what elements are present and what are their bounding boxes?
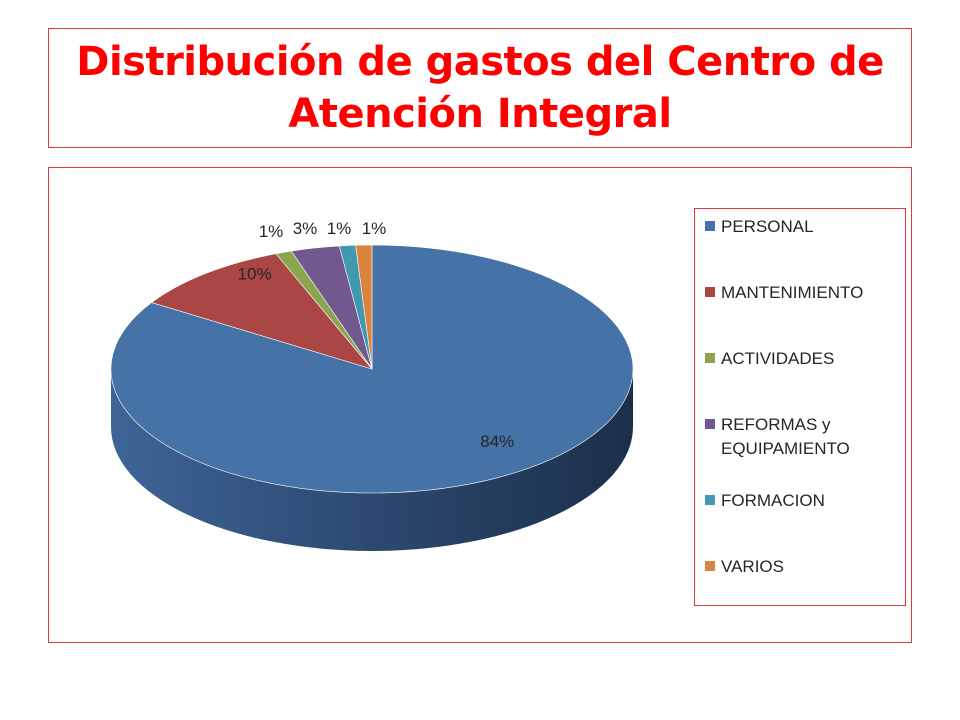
data-label-mantenimiento: 10% xyxy=(238,265,272,284)
pie-slice-mantenimiento xyxy=(150,253,373,370)
legend-label: MANTENIMIENTO xyxy=(721,283,864,302)
data-label-personal: 84% xyxy=(480,432,514,451)
legend-item-formacion: FORMACION xyxy=(705,489,901,513)
data-label-formacion: 1% xyxy=(327,219,352,238)
legend-label: PERSONAL xyxy=(721,217,814,236)
data-label-actividades: 1% xyxy=(259,222,284,241)
legend-item-varios: VARIOS xyxy=(705,555,901,579)
legend-item-actividades: ACTIVIDADES xyxy=(705,347,901,371)
pie-side-wall xyxy=(111,369,633,551)
legend-label: ACTIVIDADES xyxy=(721,349,835,368)
legend-swatch xyxy=(705,353,715,363)
pie-top-layer xyxy=(110,244,634,494)
legend: PERSONAL MANTENIMIENTO ACTIVIDADES REFORMAS… xyxy=(694,208,906,606)
data-label-varios: 1% xyxy=(362,219,387,238)
legend-swatch xyxy=(705,221,715,231)
legend-item-mantenimiento: MANTENIMIENTO xyxy=(705,281,901,305)
pie-slice-varios xyxy=(355,244,373,370)
page-title: Distribución de gastos del Centro de Ate… xyxy=(76,39,884,137)
legend-item-reformas-y-equipamiento: REFORMAS y EQUIPAMIENTO xyxy=(705,413,901,461)
pie-chart: 84% 10% 1% 3% 1% 1% xyxy=(110,219,634,551)
legend-swatch xyxy=(705,419,715,429)
pie-slice-personal xyxy=(110,244,634,494)
legend-label: FORMACION xyxy=(721,491,825,510)
title-box: Distribución de gastos del Centro de Ate… xyxy=(48,28,912,148)
legend-swatch xyxy=(705,287,715,297)
legend-label: REFORMAS y EQUIPAMIENTO xyxy=(721,415,850,458)
data-label-reformas-y-equipamiento: 3% xyxy=(293,219,318,238)
pie-label-layer: 84% 10% 1% 3% 1% 1% xyxy=(238,219,515,451)
chart-area: 84% 10% 1% 3% 1% 1% PERSONAL MANTENIMIENTO ACTI… xyxy=(48,167,912,643)
legend-label: VARIOS xyxy=(721,557,784,576)
legend-item-personal: PERSONAL xyxy=(705,215,901,239)
legend-swatch xyxy=(705,495,715,505)
pie-side-layer xyxy=(111,369,633,551)
legend-swatch xyxy=(705,561,715,571)
